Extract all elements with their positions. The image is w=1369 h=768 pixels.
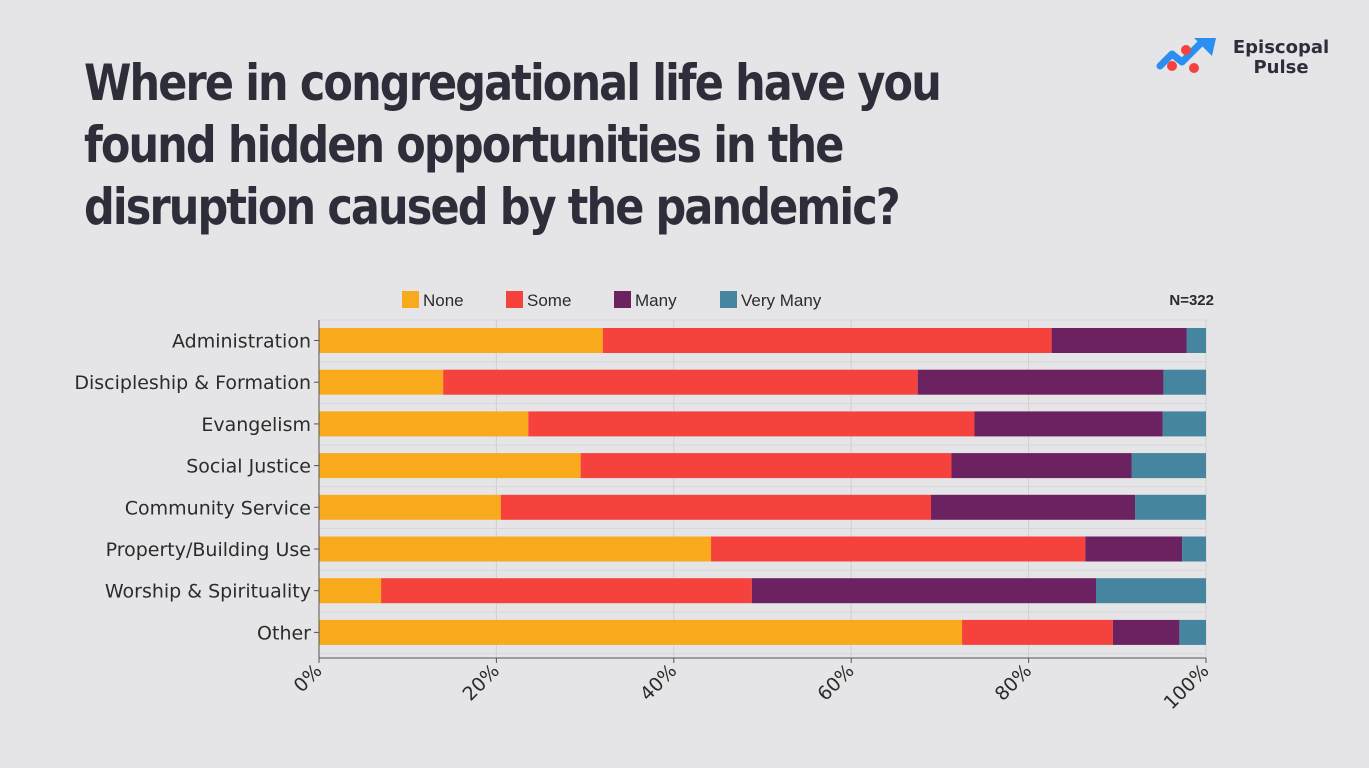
bar-none-7 <box>319 578 382 604</box>
axis-layer: Administration Discipleship & Formation Ev… <box>74 320 1214 714</box>
x-tick-label: 20% <box>459 660 504 705</box>
x-tick-label: 0% <box>290 660 327 697</box>
bar-many-8 <box>1112 619 1180 645</box>
bar-very-many-4 <box>1131 453 1206 479</box>
category-label: Social Justice <box>186 456 311 478</box>
bar-very-many-5 <box>1135 494 1206 520</box>
x-tick-label: 40% <box>636 660 681 705</box>
bar-very-many-6 <box>1182 536 1206 562</box>
bar-many-7 <box>751 578 1097 604</box>
legend-label: Some <box>527 291 571 310</box>
bar-many-1 <box>1051 328 1187 353</box>
bar-none-1 <box>319 328 603 353</box>
category-label: Administration <box>172 331 311 353</box>
legend-swatch <box>506 291 523 308</box>
bar-none-2 <box>319 369 444 395</box>
bar-some-8 <box>962 619 1113 645</box>
bar-some-3 <box>528 411 975 437</box>
bar-none-5 <box>319 494 501 520</box>
legend-label: Many <box>635 291 677 310</box>
bar-very-many-1 <box>1186 328 1206 353</box>
bar-some-2 <box>443 369 918 395</box>
bar-very-many-8 <box>1179 619 1206 645</box>
category-label: Community Service <box>125 497 311 519</box>
x-tick-label: 100% <box>1160 660 1214 714</box>
bar-many-3 <box>974 411 1163 437</box>
category-label: Worship & Spirituality <box>105 581 311 603</box>
bar-some-4 <box>580 453 952 479</box>
x-tick-label: 60% <box>813 660 858 705</box>
legend-label: None <box>423 291 464 310</box>
legend-swatch <box>402 291 419 308</box>
trend-arrow-icon <box>1156 38 1216 73</box>
bar-some-6 <box>711 536 1086 562</box>
logo-wordmark: Episcopal Pulse <box>1226 38 1336 78</box>
category-label: Evangelism <box>201 414 311 436</box>
bar-very-many-7 <box>1096 578 1206 604</box>
legend-label: Very Many <box>741 291 822 310</box>
category-label: Property/Building Use <box>106 539 311 561</box>
bar-very-many-2 <box>1163 369 1206 395</box>
legend-swatch <box>720 291 737 308</box>
bars-layer <box>319 328 1206 645</box>
bar-none-6 <box>319 536 712 562</box>
legend-swatch <box>614 291 631 308</box>
bar-some-7 <box>381 578 752 604</box>
bar-many-5 <box>931 494 1136 520</box>
episcopal-pulse-logo <box>1156 38 1216 73</box>
logo-line-1: Episcopal <box>1232 37 1330 58</box>
chart-title: Where in congregational life have you fo… <box>84 54 942 236</box>
bar-none-4 <box>319 453 581 479</box>
bar-none-8 <box>319 619 963 645</box>
bar-very-many-3 <box>1162 411 1206 437</box>
sample-size-note: N=322 <box>1169 292 1214 309</box>
category-label: Discipleship & Formation <box>74 372 311 394</box>
bar-some-1 <box>602 328 1052 353</box>
bar-many-6 <box>1085 536 1183 562</box>
bar-some-5 <box>500 494 932 520</box>
bar-none-3 <box>319 411 529 437</box>
logo-line-2: Pulse <box>1253 57 1309 78</box>
bar-many-4 <box>951 453 1132 479</box>
category-label: Other <box>257 622 311 644</box>
x-tick-label: 80% <box>991 660 1036 705</box>
bar-many-2 <box>917 369 1164 395</box>
legend: None Some Many Very Many N=322 <box>402 291 1214 310</box>
